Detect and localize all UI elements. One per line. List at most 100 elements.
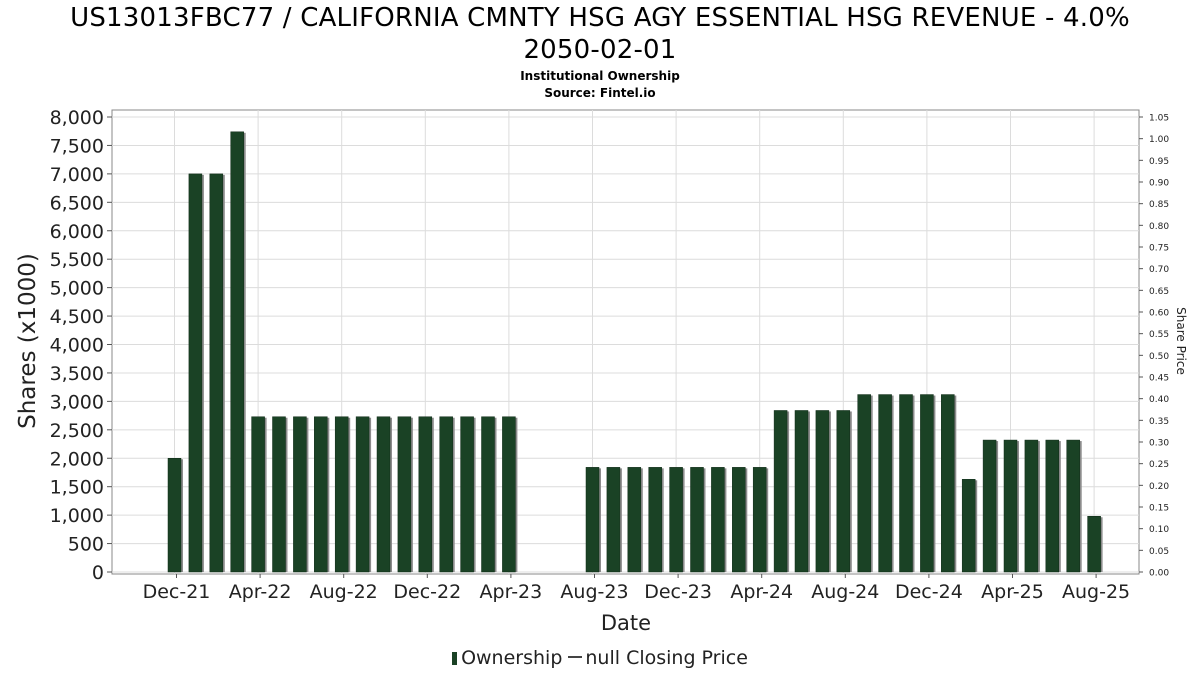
ownership-bar bbox=[460, 416, 474, 573]
y2-tick-label: 0.30 bbox=[1149, 439, 1169, 449]
ownership-legend-swatch bbox=[452, 652, 458, 665]
ownership-bar bbox=[167, 458, 182, 573]
x-tick-label: Apr-22 bbox=[229, 581, 292, 603]
ownership-bar bbox=[230, 131, 244, 573]
x-tick-label: Apr-25 bbox=[981, 581, 1044, 603]
ownership-bar bbox=[732, 467, 746, 573]
y-tick-label: 500 bbox=[68, 534, 104, 556]
ownership-bar bbox=[1003, 439, 1018, 573]
ownership-bar bbox=[188, 173, 203, 573]
x-tick-label: Dec-23 bbox=[644, 581, 712, 603]
y-axis-title: Shares (x1000) bbox=[15, 253, 41, 429]
ownership-bar bbox=[982, 439, 997, 573]
y-tick-label: 1,500 bbox=[50, 477, 104, 499]
ownership-bar bbox=[836, 410, 851, 573]
ownership-legend-label: Ownership bbox=[461, 647, 563, 669]
ownership-bar bbox=[355, 416, 370, 573]
ownership-bar bbox=[376, 416, 391, 573]
x-tick-label: Dec-22 bbox=[393, 581, 461, 603]
ownership-bar bbox=[272, 416, 286, 573]
x-tick-label: Aug-23 bbox=[560, 581, 628, 603]
x-tick-label: Aug-22 bbox=[310, 581, 378, 603]
ownership-bar bbox=[251, 416, 265, 573]
y2-tick-label: 0.45 bbox=[1149, 374, 1169, 384]
ownership-bar bbox=[627, 467, 642, 573]
ownership-bar bbox=[439, 416, 453, 573]
x-tick-label: Dec-24 bbox=[895, 581, 963, 603]
ownership-bar bbox=[334, 416, 349, 573]
ownership-bar bbox=[669, 467, 683, 573]
ownership-bar bbox=[941, 394, 955, 573]
y2-tick-label: 1.05 bbox=[1149, 114, 1169, 124]
y2-tick-label: 0.95 bbox=[1149, 157, 1169, 167]
ownership-bar bbox=[690, 467, 704, 573]
y2-tick-label: 0.15 bbox=[1149, 504, 1169, 514]
y2-tick-label: 0.60 bbox=[1149, 309, 1169, 319]
y-tick-label: 5,000 bbox=[50, 278, 104, 300]
y2-tick-label: 0.20 bbox=[1149, 482, 1169, 492]
y2-tick-label: 0.80 bbox=[1149, 222, 1169, 232]
y2-tick-label: 0.70 bbox=[1149, 265, 1169, 275]
y-tick-label: 2,000 bbox=[50, 448, 104, 470]
closing-price-legend-line bbox=[568, 656, 583, 658]
ownership-bar bbox=[878, 394, 892, 573]
ownership-bar bbox=[606, 467, 621, 573]
x-tick-label: Apr-23 bbox=[480, 581, 543, 603]
ownership-bar bbox=[773, 410, 788, 573]
ownership-bar bbox=[711, 467, 725, 573]
x-tick-label: Apr-24 bbox=[730, 581, 793, 603]
ownership-bar bbox=[418, 416, 433, 573]
ownership-bar bbox=[961, 479, 976, 573]
y-tick-label: 4,000 bbox=[50, 335, 104, 357]
ownership-bar bbox=[585, 467, 600, 573]
ownership-bar bbox=[1045, 439, 1060, 573]
ownership-bar bbox=[1024, 439, 1039, 573]
chart-title: US13013FBC77 / CALIFORNIA CMNTY HSG AGY … bbox=[0, 2, 1200, 66]
x-tick-label: Dec-21 bbox=[143, 581, 211, 603]
x-tick-label: Aug-24 bbox=[811, 581, 879, 603]
y-tick-label: 0 bbox=[92, 562, 104, 584]
chart-legend: Ownership null Closing Price bbox=[0, 647, 1200, 669]
x-tick-label: Aug-25 bbox=[1062, 581, 1130, 603]
y-tick-label: 7,000 bbox=[50, 164, 104, 186]
y-tick-label: 7,500 bbox=[50, 135, 104, 157]
ownership-bar bbox=[648, 467, 662, 573]
ownership-bar bbox=[293, 416, 307, 573]
ownership-bar bbox=[502, 416, 516, 573]
chart-subtitle: Institutional Ownership bbox=[520, 69, 680, 83]
y2-tick-label: 0.55 bbox=[1149, 330, 1169, 340]
ownership-bar bbox=[920, 394, 934, 573]
y2-tick-label: 0.40 bbox=[1149, 395, 1169, 405]
y2-tick-label: 0.75 bbox=[1149, 244, 1169, 254]
ownership-bar bbox=[209, 173, 224, 573]
y-tick-label: 6,500 bbox=[50, 192, 104, 214]
y2-tick-label: 0.50 bbox=[1149, 352, 1169, 362]
chart-title-line-1: US13013FBC77 / CALIFORNIA CMNTY HSG AGY … bbox=[70, 3, 1130, 33]
ownership-bar bbox=[899, 394, 913, 573]
y2-tick-label: 0.25 bbox=[1149, 460, 1169, 470]
y2-axis-title: Share Price bbox=[1174, 307, 1188, 375]
y2-tick-label: 0.65 bbox=[1149, 287, 1169, 297]
y2-tick-label: 1.00 bbox=[1149, 135, 1169, 145]
ownership-bar bbox=[397, 416, 412, 573]
y2-tick-label: 0.35 bbox=[1149, 417, 1169, 427]
y-tick-label: 1,000 bbox=[50, 505, 104, 527]
y-tick-label: 3,500 bbox=[50, 363, 104, 385]
y-tick-label: 4,500 bbox=[50, 306, 104, 328]
y2-tick-label: 0.85 bbox=[1149, 200, 1169, 210]
y-tick-label: 3,000 bbox=[50, 391, 104, 413]
y2-tick-label: 0.00 bbox=[1149, 569, 1169, 579]
chart-title-line-2: 2050-02-01 bbox=[523, 35, 677, 65]
x-axis-title: Date bbox=[601, 611, 651, 635]
chart-source: Source: Fintel.io bbox=[544, 86, 656, 100]
ownership-bar bbox=[314, 416, 328, 573]
y2-tick-label: 0.90 bbox=[1149, 179, 1169, 189]
ownership-bar bbox=[857, 394, 871, 573]
y-tick-label: 8,000 bbox=[50, 107, 104, 129]
ownership-bar bbox=[1066, 439, 1080, 573]
ownership-bar bbox=[752, 467, 767, 573]
y-tick-label: 2,500 bbox=[50, 420, 104, 442]
y-tick-label: 5,500 bbox=[50, 249, 104, 271]
y2-tick-label: 0.05 bbox=[1149, 547, 1169, 557]
